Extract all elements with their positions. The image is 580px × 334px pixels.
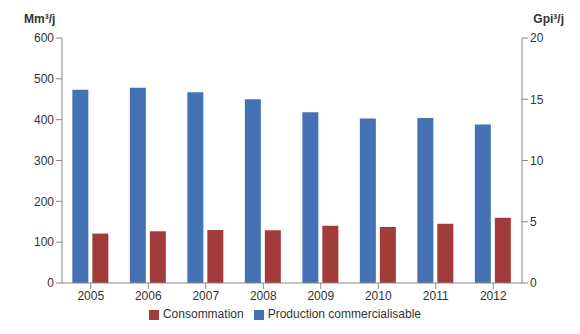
html-text:Consommation: Consommation (162, 307, 244, 321)
svg-text:2012: 2012 (480, 289, 507, 303)
svg-text:5: 5 (530, 215, 537, 229)
svg-text:20: 20 (530, 31, 544, 45)
html-text:Gpi³/j: Gpi³/j (533, 12, 564, 26)
svg-text:600: 600 (34, 31, 54, 45)
svg-text:100: 100 (34, 235, 54, 249)
svg-text:200: 200 (34, 195, 54, 209)
svg-text:2005: 2005 (77, 289, 104, 303)
svg-text:15: 15 (530, 93, 544, 107)
svg-text:400: 400 (34, 113, 54, 127)
html-text:Production commercialisable: Production commercialisable (267, 307, 421, 321)
svg-text:300: 300 (34, 154, 54, 168)
svg-text:2006: 2006 (135, 289, 162, 303)
svg-text:2011: 2011 (423, 289, 449, 303)
html-text:Mm³/j: Mm³/j (24, 12, 56, 26)
svg-text:2007: 2007 (192, 289, 219, 303)
svg-text:10: 10 (530, 154, 544, 168)
svg-text:500: 500 (34, 72, 54, 86)
svg-text:2009: 2009 (307, 289, 334, 303)
svg-text:0: 0 (530, 276, 537, 290)
svg-text:2010: 2010 (365, 289, 392, 303)
svg-text:2008: 2008 (250, 289, 277, 303)
svg-text:0: 0 (47, 276, 54, 290)
